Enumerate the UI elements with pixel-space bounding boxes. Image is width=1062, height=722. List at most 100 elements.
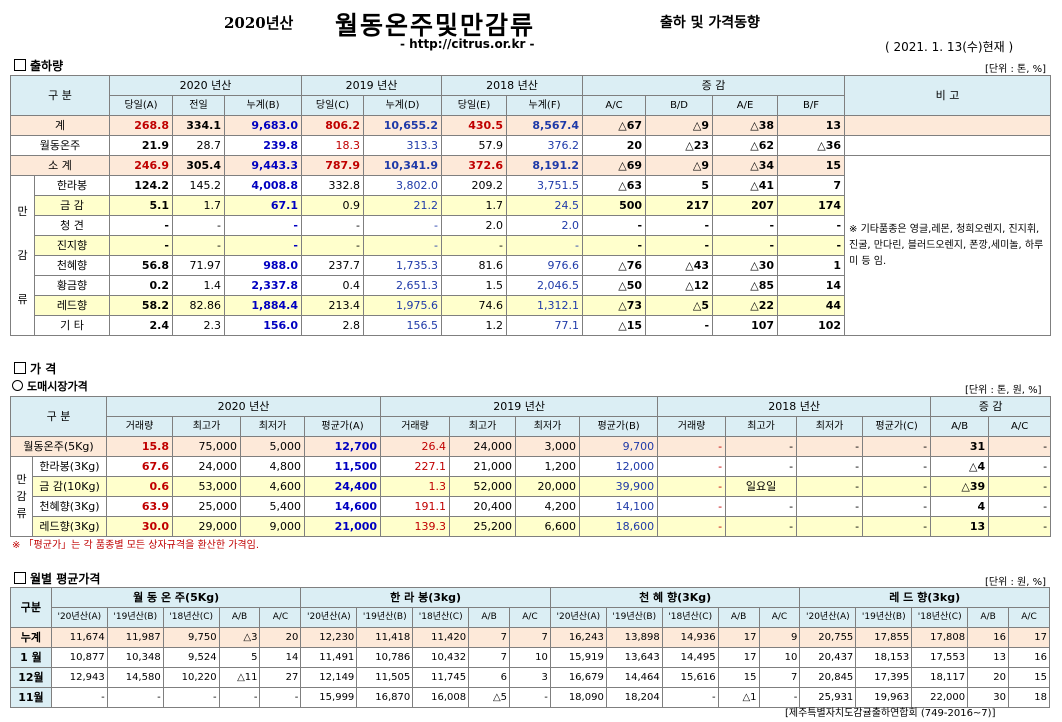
value-cell: 14,100 — [579, 496, 659, 517]
value-cell: △73 — [582, 295, 647, 316]
value-cell: 10,655.2 — [362, 115, 443, 136]
value-cell: 806.2 — [301, 115, 364, 136]
value-cell: - — [657, 496, 727, 517]
value-cell: 11,987 — [106, 627, 164, 648]
value-cell: 16,008 — [412, 687, 470, 708]
value-cell: - — [441, 235, 508, 256]
group-char: 감 — [17, 248, 28, 262]
value-cell: 227.1 — [380, 456, 451, 477]
table-row: 기 타 2.4 2.3 156.0 2.8 156.5 1.2 77.1 △15-107 102 — [11, 315, 1051, 336]
note-empty — [844, 115, 1052, 136]
value-cell: 6 — [468, 667, 510, 688]
subheader-cell: 최고가 — [449, 416, 517, 437]
value-cell: 156.0 — [224, 315, 302, 336]
value-cell: 0.4 — [301, 275, 364, 296]
table-row: 계 268.8 334.1 9,683.0 806.2 10,655.2 430.5 8,56… — [10, 115, 1052, 136]
subheader-cell: '18년산(C) — [162, 607, 220, 628]
subheader-cell: B/D — [645, 95, 714, 116]
value-cell: 17,553 — [911, 647, 969, 668]
checkbox-square-icon — [14, 59, 26, 71]
table-row: 금 감(10Kg) 0.6 53,000 4,600 24,400 1.3 52,000 20… — [11, 476, 1052, 497]
value-cell: △3 — [218, 627, 261, 648]
value-cell: △5 — [468, 687, 510, 708]
row-label: 황금향 — [34, 275, 110, 296]
value-cell: 14 — [777, 275, 846, 296]
subheader-cell: '18년산(C) — [412, 607, 470, 628]
subheader-cell: A/C — [259, 607, 302, 628]
value-cell: 28.7 — [172, 135, 225, 156]
value-cell: 17 — [1008, 627, 1050, 648]
value-cell: △12 — [645, 275, 714, 296]
row-label: 11월 — [10, 687, 52, 708]
value-cell: 1,735.3 — [362, 255, 443, 276]
value-cell: - — [645, 235, 714, 256]
subheader-cell: '19년산(B) — [106, 607, 164, 628]
value-cell: 20,845 — [799, 667, 857, 688]
value-cell: - — [301, 215, 364, 236]
value-cell: △34 — [712, 155, 779, 176]
value-cell: 2.8 — [301, 315, 364, 336]
value-cell: 56.8 — [109, 255, 173, 276]
subheader-cell: A/C — [582, 95, 647, 116]
value-cell: 3,751.5 — [506, 175, 584, 196]
value-cell: - — [109, 235, 173, 256]
site-url[interactable]: - http://citrus.or.kr - — [400, 37, 535, 51]
value-cell: 2.4 — [109, 315, 173, 336]
table-row: 진지향 - - - - - - - - - - - — [11, 235, 1051, 256]
value-cell: 237.7 — [301, 255, 364, 276]
subheader-cell: '20년산(A) — [799, 607, 857, 628]
col-category: 구분 — [10, 587, 52, 628]
row-label: 청 견 — [34, 215, 110, 236]
row-label: 월동온주 — [10, 135, 110, 156]
value-cell: - — [862, 456, 932, 477]
row-label: 소 계 — [10, 155, 110, 176]
value-cell: 0.6 — [106, 476, 173, 497]
group-header: 레 드 향(3kg) — [799, 587, 1050, 608]
value-cell: △69 — [582, 155, 647, 176]
value-cell: 207 — [712, 195, 779, 216]
value-cell: △1 — [717, 687, 760, 708]
value-cell: 12,700 — [303, 436, 382, 457]
value-cell: 21.2 — [362, 195, 443, 216]
value-cell: 20 — [259, 627, 302, 648]
value-cell: 1.2 — [441, 315, 508, 336]
subheader-cell: 누계(B) — [224, 95, 302, 116]
value-cell: 20,400 — [449, 496, 517, 517]
value-cell: 20 — [582, 135, 647, 156]
value-cell: 17,395 — [855, 667, 913, 688]
value-cell: - — [661, 687, 719, 708]
table-row: 천혜향(3Kg) 63.9 25,000 5,400 14,600 191.1 20,400… — [11, 496, 1052, 517]
value-cell: - — [862, 476, 932, 497]
value-cell: 39,900 — [579, 476, 659, 497]
value-cell: 430.5 — [441, 115, 508, 136]
value-cell: 1.7 — [441, 195, 508, 216]
subheader-cell: A/C — [758, 607, 801, 628]
value-cell: 53,000 — [172, 476, 241, 497]
value-cell: 15.8 — [106, 436, 173, 457]
value-cell: 2,651.3 — [362, 275, 443, 296]
subheader-cell: A/B — [717, 607, 760, 628]
col-2018: 2018 년산 — [441, 75, 584, 96]
value-cell: 4,008.8 — [224, 175, 302, 196]
value-cell: 976.6 — [506, 255, 584, 276]
value-cell: 14,600 — [303, 496, 382, 517]
subheader-cell: 평균가(A) — [303, 416, 382, 437]
subheader-cell: '20년산(A) — [50, 607, 108, 628]
table-header-row: 구 분 2020 년산 2019 년산 2018 년산 증 감 — [10, 396, 1052, 437]
table-row: 황금향 0.2 1.4 2,337.8 0.4 2,651.3 1.5 2,046.5 △50 △… — [11, 275, 1051, 296]
subheader-cell: B/F — [777, 95, 846, 116]
row-label: 천혜향(3Kg) — [32, 496, 107, 517]
value-cell: - — [582, 215, 647, 236]
value-cell: - — [777, 215, 846, 236]
value-cell: 9,700 — [579, 436, 659, 457]
value-cell: 20 — [967, 667, 1009, 688]
value-cell: 18.3 — [301, 135, 364, 156]
group-char: 만 — [16, 473, 27, 486]
value-cell: 4 — [930, 496, 990, 517]
value-cell: 24,000 — [449, 436, 517, 457]
value-cell: 5,400 — [240, 496, 305, 517]
value-cell: △15 — [582, 315, 647, 336]
value-cell: - — [657, 476, 727, 497]
